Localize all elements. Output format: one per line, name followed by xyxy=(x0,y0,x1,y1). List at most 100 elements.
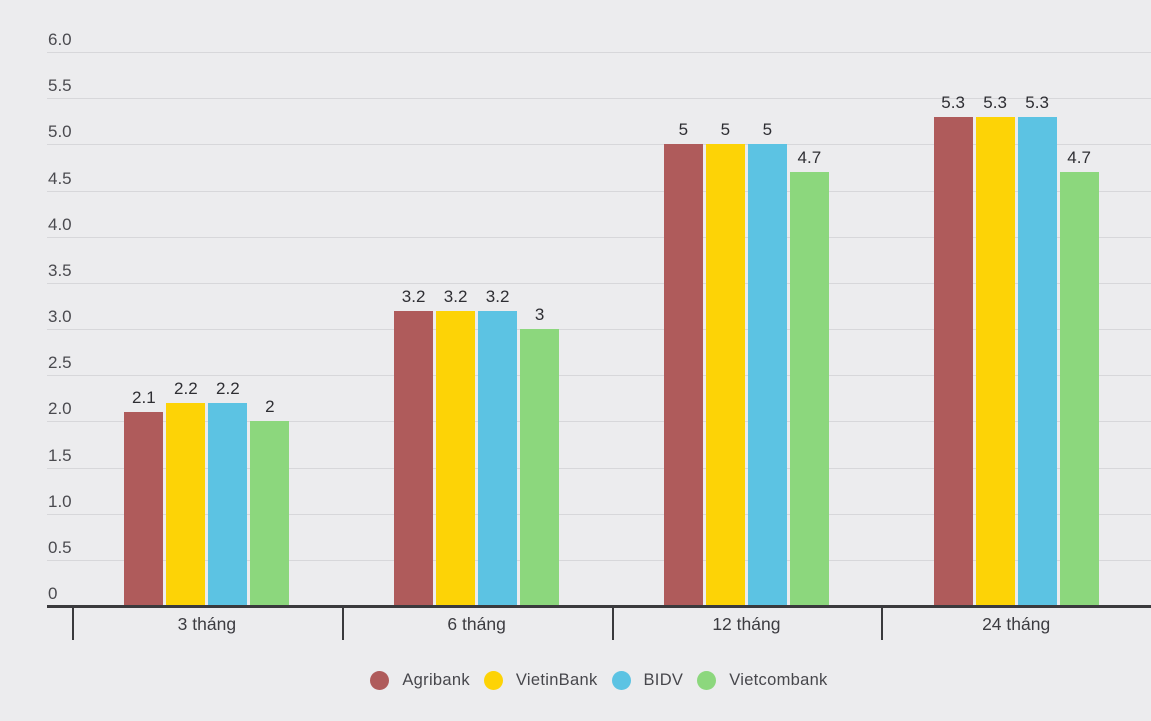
bar-vietcombank xyxy=(250,421,290,606)
bar-agribank xyxy=(933,116,973,606)
y-axis-tick-label: 6.0 xyxy=(48,30,72,49)
bar-wrap: 5.3 xyxy=(975,92,1015,606)
bar-value-label: 2 xyxy=(265,397,275,417)
x-axis-tick xyxy=(881,607,884,640)
y-axis-tick-label: 3.5 xyxy=(48,260,72,280)
legend-item-vietinbank: VietinBank xyxy=(483,671,598,690)
y-axis-tick-label: 5.5 xyxy=(48,76,72,96)
bar-bidv xyxy=(478,310,518,606)
gridline xyxy=(47,98,1151,100)
legend-label: Vietcombank xyxy=(729,671,828,689)
y-axis-tick-label: 4.0 xyxy=(48,214,72,234)
x-axis-tick xyxy=(72,607,74,640)
gridline xyxy=(47,329,1151,330)
legend-label: BIDV xyxy=(643,671,684,689)
y-axis-tick-label: 1.0 xyxy=(48,491,72,511)
y-axis-tick-label: 4.5 xyxy=(48,168,72,188)
bar-bidv xyxy=(1017,116,1057,606)
bar-wrap: 2.1 xyxy=(124,388,164,606)
gridline xyxy=(47,52,1151,53)
bar-group-3: 5 5 5 4.7 xyxy=(612,0,882,606)
bar-value-label: 4.7 xyxy=(1067,148,1091,168)
bar-vietinbank xyxy=(975,116,1015,606)
bar-vietcombank xyxy=(789,172,829,606)
category-label: 12 tháng xyxy=(712,614,781,634)
bar-wrap: 3.2 xyxy=(478,286,518,606)
bar-wrap: 5.3 xyxy=(1017,92,1057,606)
legend-label: Agribank xyxy=(402,671,470,689)
bar-value-label: 3.2 xyxy=(485,286,510,306)
legend-marker-vietinbank-icon xyxy=(483,671,503,690)
bar-value-label: 4.7 xyxy=(797,148,822,168)
bar-wrap: 2 xyxy=(250,397,290,606)
y-axis-tick-label: 2.5 xyxy=(48,353,72,373)
x-axis-tick xyxy=(611,607,614,640)
bar-value-label: 5.3 xyxy=(983,92,1007,112)
bar-bidv xyxy=(208,402,248,606)
bar-group-4: 5.3 5.3 5.3 4.7 xyxy=(881,0,1151,606)
bar-vietinbank xyxy=(436,310,476,606)
legend-marker-bidv-icon xyxy=(611,671,631,690)
x-axis-tick xyxy=(341,607,344,640)
legend-item-agribank: Agribank xyxy=(370,671,470,690)
bar-agribank xyxy=(663,144,703,606)
category-label: 24 tháng xyxy=(982,614,1051,634)
bar-vietcombank xyxy=(520,329,560,606)
bar-value-label: 5.3 xyxy=(1025,92,1049,112)
bar-value-label: 3.2 xyxy=(401,286,426,306)
bar-wrap: 3.2 xyxy=(394,286,434,606)
gridline xyxy=(47,282,1151,284)
y-axis-tick-label: 2.0 xyxy=(48,399,72,419)
bar-value-label: 5 xyxy=(762,120,773,140)
bar-wrap: 4.7 xyxy=(1059,148,1099,606)
legend: Agribank VietinBank BIDV Vietcombank xyxy=(47,671,1151,690)
gridline xyxy=(47,375,1151,377)
bar-vietcombank xyxy=(1059,172,1099,606)
bar-value-label: 2.2 xyxy=(174,378,198,398)
y-axis-tick-label: 5.0 xyxy=(48,122,72,142)
category-label: 3 tháng xyxy=(177,614,237,634)
y-axis-tick-label: 0.5 xyxy=(48,537,72,557)
bar-value-label: 2.2 xyxy=(216,378,240,398)
bar-wrap: 5 xyxy=(663,120,703,606)
bar-value-label: 5.3 xyxy=(941,92,965,112)
bar-agribank xyxy=(124,412,164,606)
y-axis-tick-label: 1.5 xyxy=(48,445,72,465)
bar-group-2: 3.2 3.2 3.2 3 xyxy=(342,0,612,606)
bar-wrap: 3.2 xyxy=(436,286,476,606)
bar-vietinbank xyxy=(705,144,745,606)
bar-value-label: 2.1 xyxy=(132,388,156,408)
gridline xyxy=(47,559,1151,561)
gridline xyxy=(47,236,1151,238)
bar-wrap: 5.3 xyxy=(933,92,973,606)
bar-bidv xyxy=(747,144,787,606)
bar-value-label: 5 xyxy=(678,120,689,140)
bar-vietinbank xyxy=(166,402,206,606)
bar-value-label: 3 xyxy=(534,305,545,324)
bar-value-label: 5 xyxy=(720,120,731,140)
legend-marker-vietcombank-icon xyxy=(697,671,717,690)
legend-item-bidv: BIDV xyxy=(611,671,684,690)
x-axis-line xyxy=(47,605,1151,608)
gridline xyxy=(47,421,1151,423)
gridline xyxy=(47,144,1151,146)
legend-item-vietcombank: Vietcombank xyxy=(697,671,827,690)
bar-value-label: 3.2 xyxy=(443,286,468,306)
legend-label: VietinBank xyxy=(515,671,598,689)
gridline xyxy=(47,513,1151,515)
bar-agribank xyxy=(394,310,434,606)
y-axis-tick-label: 0 xyxy=(48,584,58,603)
bar-wrap: 5 xyxy=(705,120,745,606)
bar-group-1: 2.1 2.2 2.2 2 xyxy=(72,0,342,606)
gridline xyxy=(47,467,1151,469)
bar-wrap: 2.2 xyxy=(166,378,206,606)
bar-wrap: 4.7 xyxy=(789,148,829,606)
bar-wrap: 2.2 xyxy=(208,378,248,606)
gridline xyxy=(47,190,1151,192)
bar-wrap: 5 xyxy=(747,120,787,606)
category-label: 6 tháng xyxy=(447,614,506,634)
y-axis-tick-label: 3.0 xyxy=(48,307,72,326)
bar-wrap: 3 xyxy=(520,305,560,606)
legend-marker-agribank-icon xyxy=(370,671,390,690)
